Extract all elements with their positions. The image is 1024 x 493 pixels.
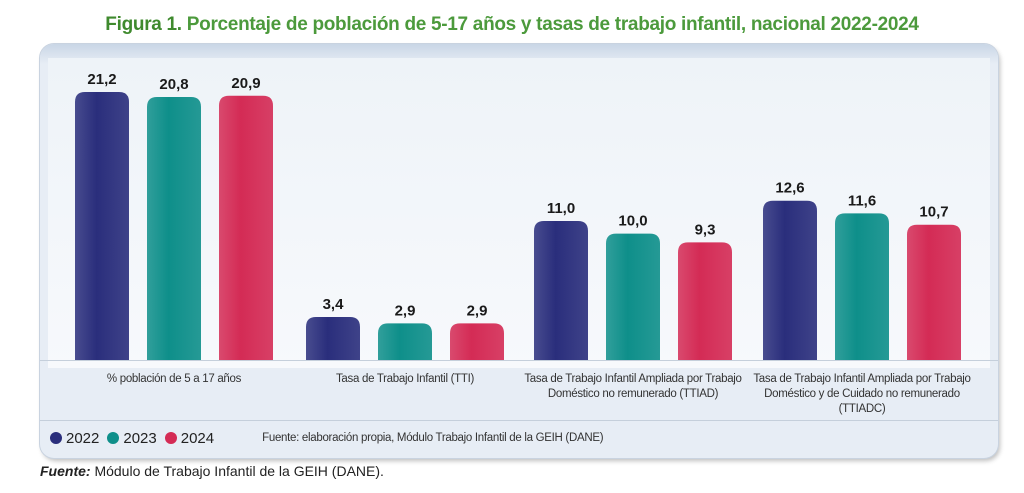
footer-source: Fuente: Módulo de Trabajo Infantil de la… xyxy=(40,463,384,479)
category-label-1: % población de 5 a 17 años xyxy=(64,372,284,387)
bar-2024-cat4 xyxy=(907,224,961,360)
legend-item-2024: 2024 xyxy=(164,429,215,447)
category-label-line: Tasa de Trabajo Infantil Ampliada por Tr… xyxy=(524,373,742,385)
category-label-4: Tasa de Trabajo Infantil Ampliada por Tr… xyxy=(752,372,972,417)
data-label-2022-cat1: 21,2 xyxy=(87,71,116,88)
bar-2022-cat2 xyxy=(306,317,360,360)
category-label-line: Tasa de Trabajo Infantil (TTI) xyxy=(335,373,474,385)
legend-divider xyxy=(40,420,998,421)
footer-label: Fuente: xyxy=(40,463,91,479)
legend-label: 2024 xyxy=(180,429,215,447)
category-label-line: Tasa de Trabajo Infantil Ampliada por Tr… xyxy=(753,373,971,385)
chart-panel xyxy=(40,44,998,458)
data-label-2022-cat4: 12,6 xyxy=(775,180,804,197)
footer-text: Módulo de Trabajo Infantil de la GEIH (D… xyxy=(90,463,384,479)
bar-2022-cat1 xyxy=(75,92,129,360)
inner-source-note: Fuente: elaboración propia, Módulo Traba… xyxy=(262,432,604,444)
legend-label: 2023 xyxy=(123,429,157,447)
bar-2022-cat4 xyxy=(763,200,817,360)
data-label-2024-cat4: 10,7 xyxy=(919,204,948,221)
bar-2023-cat2 xyxy=(378,323,432,360)
legend: 2022 2023 2024 Fuente: elaboración propia,… xyxy=(50,420,990,456)
data-label-2023-cat2: 2,9 xyxy=(395,302,416,319)
bar-2023-cat1 xyxy=(147,97,201,360)
data-label-2023-cat1: 20,8 xyxy=(159,76,188,93)
legend-item-2022: 2022 xyxy=(50,430,99,447)
bar-2022-cat3 xyxy=(534,220,588,360)
legend-item-2023: 2023 xyxy=(107,429,157,447)
data-label-2024-cat2: 2,9 xyxy=(467,302,488,319)
bar-2024-cat2 xyxy=(450,323,504,360)
data-label-2024-cat3: 9,3 xyxy=(695,221,716,238)
data-label-2022-cat3: 11,0 xyxy=(547,200,575,217)
chart-title: Figura 1. Porcentaje de población de 5-1… xyxy=(0,14,1024,36)
plot-area xyxy=(48,58,990,368)
category-label-2: Tasa de Trabajo Infantil (TTI) xyxy=(295,372,515,387)
category-label-line: % población de 5 a 17 años xyxy=(106,373,242,385)
category-label-line: Doméstico y de Cuidado no remunerado (TT… xyxy=(764,388,960,415)
legend-swatch xyxy=(107,432,120,444)
data-label-2022-cat2: 3,4 xyxy=(323,296,345,313)
legend-swatch xyxy=(164,432,177,444)
legend-swatch xyxy=(50,432,62,444)
legend-label: 2022 xyxy=(66,429,100,447)
figure-title-text: Porcentaje de población de 5-17 años y t… xyxy=(186,14,919,35)
category-label-line: Doméstico no remunerado (TTIAD) xyxy=(547,388,719,400)
data-label-2023-cat3: 10,0 xyxy=(618,213,647,230)
bar-2024-cat3 xyxy=(678,242,732,360)
legend-items: 2022 2023 2024 xyxy=(50,430,222,447)
bar-2023-cat4 xyxy=(835,213,889,360)
category-label-3: Tasa de Trabajo Infantil Ampliada por Tr… xyxy=(523,372,743,402)
bar-2023-cat3 xyxy=(606,233,660,360)
axis-divider xyxy=(40,360,998,361)
data-label-2023-cat4: 11,6 xyxy=(848,192,876,209)
bar-2024-cat1 xyxy=(219,95,273,360)
figure-number: Figura 1. xyxy=(105,14,182,35)
data-label-2024-cat1: 20,9 xyxy=(231,75,260,92)
